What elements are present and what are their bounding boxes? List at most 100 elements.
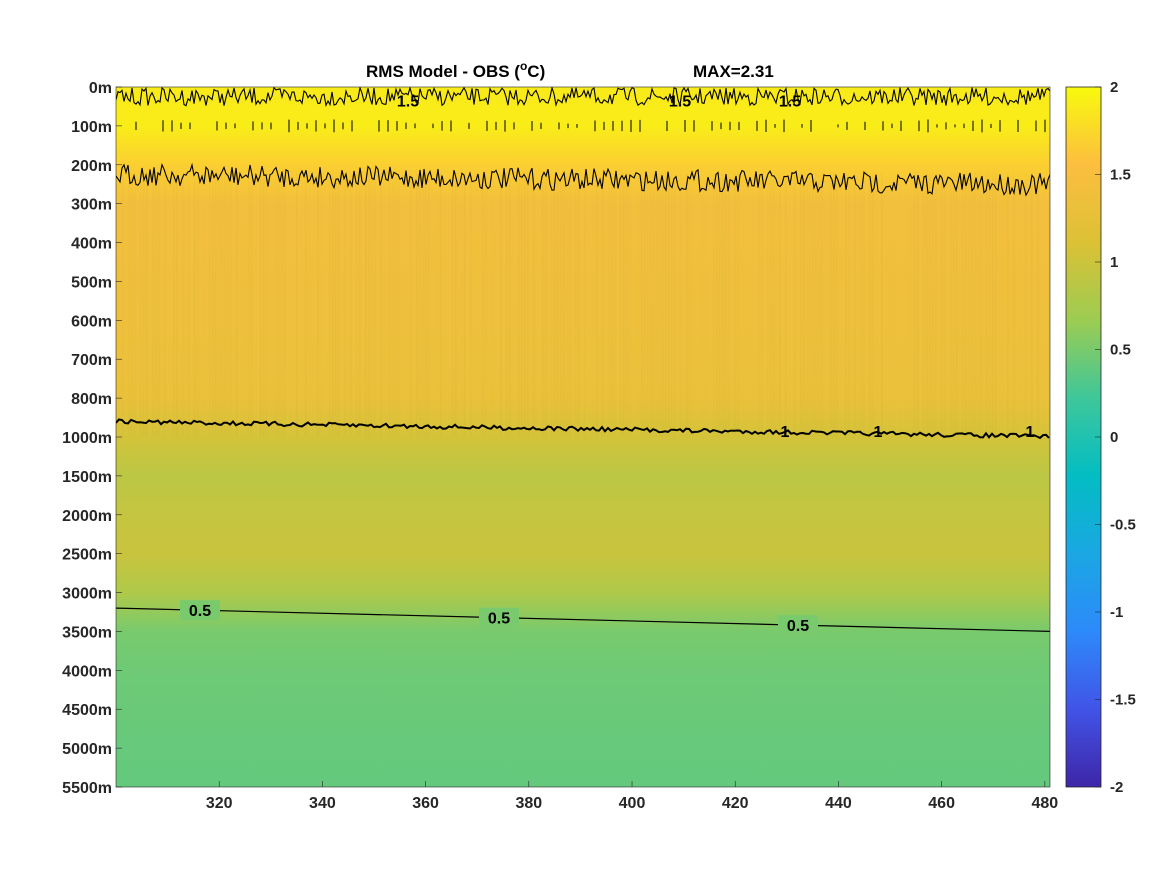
noise-stripe (749, 172, 751, 438)
noise-stripe (785, 172, 787, 438)
y-tick-label: 3500m (62, 624, 112, 641)
noise-stripe (824, 172, 826, 438)
noise-stripe (566, 172, 568, 438)
colorbar-tick-label: 0 (1110, 429, 1118, 446)
noise-stripe (1019, 172, 1021, 438)
noise-stripe (767, 172, 769, 438)
noise-stripe (791, 172, 793, 438)
y-tick-label: 600m (71, 313, 112, 330)
contour-label: 1.5 (669, 94, 691, 111)
noise-stripe (881, 172, 883, 438)
y-tick-label: 0m (89, 80, 112, 97)
noise-stripe (425, 172, 427, 438)
noise-stripe (752, 172, 754, 438)
noise-stripe (821, 172, 823, 438)
noise-stripe (944, 172, 946, 438)
noise-stripe (560, 172, 562, 438)
noise-stripe (977, 172, 979, 438)
noise-stripe (668, 172, 670, 438)
noise-stripe (152, 172, 154, 438)
noise-stripe (596, 172, 598, 438)
noise-stripe (776, 172, 778, 438)
noise-stripe (1040, 172, 1042, 438)
noise-stripe (332, 172, 334, 438)
noise-stripe (248, 172, 250, 438)
noise-stripe (857, 172, 859, 438)
noise-stripe (299, 172, 301, 438)
noise-stripe (947, 172, 949, 438)
noise-stripe (359, 172, 361, 438)
noise-stripe (431, 172, 433, 438)
noise-stripe (686, 172, 688, 438)
noise-stripe (845, 172, 847, 438)
noise-stripe (899, 172, 901, 438)
noise-stripe (620, 172, 622, 438)
noise-stripe (779, 172, 781, 438)
noise-stripe (497, 172, 499, 438)
noise-stripe (839, 172, 841, 438)
noise-stripe (572, 172, 574, 438)
x-tick-label: 380 (515, 795, 542, 812)
noise-stripe (464, 172, 466, 438)
noise-stripe (731, 172, 733, 438)
colorbar-tick-label: -1.5 (1110, 692, 1136, 709)
noise-stripe (143, 172, 145, 438)
noise-stripe (542, 172, 544, 438)
noise-stripe (458, 172, 460, 438)
noise-stripe (992, 172, 994, 438)
noise-stripe (689, 172, 691, 438)
noise-stripe (278, 172, 280, 438)
noise-stripe (356, 172, 358, 438)
noise-stripe (740, 172, 742, 438)
noise-stripe (557, 172, 559, 438)
noise-stripe (1043, 172, 1045, 438)
noise-stripe (449, 172, 451, 438)
noise-stripe (1049, 172, 1050, 438)
contour-label: 1.5 (779, 94, 801, 111)
noise-stripe (827, 172, 829, 438)
noise-stripe (938, 172, 940, 438)
noise-stripe (161, 172, 163, 438)
noise-stripe (503, 172, 505, 438)
noise-stripe (338, 172, 340, 438)
noise-stripe (302, 172, 304, 438)
noise-stripe (1010, 172, 1012, 438)
noise-stripe (251, 172, 253, 438)
noise-stripe (362, 172, 364, 438)
noise-stripe (584, 172, 586, 438)
noise-stripe (764, 172, 766, 438)
noise-stripe (635, 172, 637, 438)
noise-stripe (293, 172, 295, 438)
noise-stripe (512, 172, 514, 438)
y-tick-label: 400m (71, 236, 112, 253)
noise-stripe (530, 172, 532, 438)
noise-stripes (116, 172, 1050, 438)
noise-stripe (578, 172, 580, 438)
noise-stripe (926, 172, 928, 438)
noise-stripe (770, 172, 772, 438)
noise-stripe (644, 172, 646, 438)
y-tick-label: 4000m (62, 663, 112, 680)
noise-stripe (593, 172, 595, 438)
noise-stripe (626, 172, 628, 438)
noise-stripe (491, 172, 493, 438)
noise-stripe (836, 172, 838, 438)
noise-stripe (710, 172, 712, 438)
noise-stripe (374, 172, 376, 438)
noise-stripe (239, 172, 241, 438)
noise-stripe (701, 172, 703, 438)
noise-stripe (407, 172, 409, 438)
noise-stripe (896, 172, 898, 438)
noise-stripe (347, 172, 349, 438)
noise-stripe (914, 172, 916, 438)
noise-stripe (698, 172, 700, 438)
noise-stripe (704, 172, 706, 438)
noise-stripe (890, 172, 892, 438)
colorbar-tick-label: 1.5 (1110, 167, 1131, 184)
noise-stripe (176, 172, 178, 438)
noise-stripe (287, 172, 289, 438)
contour-label-bg (479, 607, 519, 628)
noise-stripe (812, 172, 814, 438)
noise-stripe (389, 172, 391, 438)
